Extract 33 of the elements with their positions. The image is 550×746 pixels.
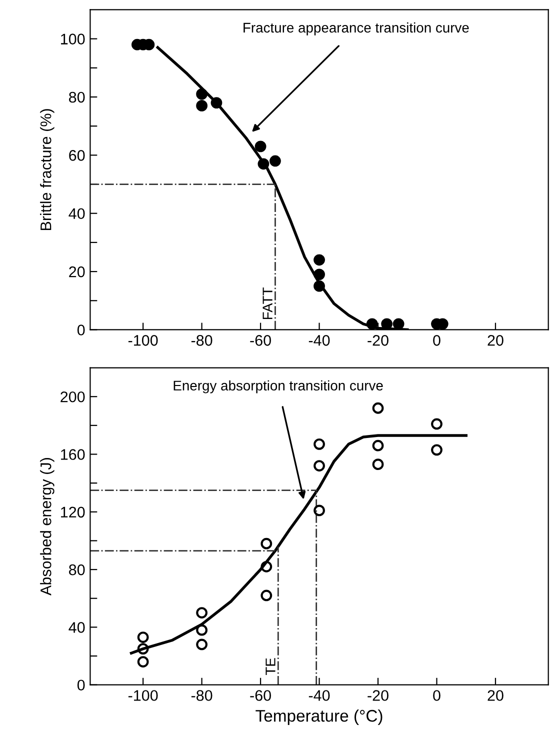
x-tick-label: 0 <box>433 334 440 346</box>
ref-line-label: TE <box>266 658 276 676</box>
y-tick-label: 0 <box>77 680 85 691</box>
ref-line-label: FATT <box>262 288 272 319</box>
y-tick-label: 60 <box>69 150 85 161</box>
x-tick-label: -40 <box>308 334 330 346</box>
y-tick-label: 40 <box>68 622 85 633</box>
y-tick-label: 0 <box>77 324 85 336</box>
x-tick-label: 20 <box>488 334 504 346</box>
y-axis-title: Brittle fracture (%) <box>40 109 54 230</box>
x-tick-label: 20 <box>488 690 504 701</box>
y-tick-label: 160 <box>61 449 85 460</box>
y-tick-label: 40 <box>68 208 85 220</box>
y-tick-label: 200 <box>60 391 85 402</box>
y-axis-title: Absorbed energy (J) <box>40 458 54 596</box>
y-tick-label: 100 <box>61 34 85 44</box>
x-tick-label: -100 <box>128 690 158 701</box>
y-tick-label: 20 <box>69 266 85 278</box>
x-tick-label: -20 <box>368 690 388 701</box>
annotation: Energy absorption transition curve <box>174 380 383 394</box>
x-tick-label: -80 <box>191 690 212 701</box>
y-tick-label: 80 <box>69 92 85 103</box>
x-tick-label: -60 <box>250 334 271 346</box>
y-tick-label: 80 <box>69 564 85 576</box>
annotation: Fracture appearance transition curve <box>244 22 469 36</box>
x-tick-label: -60 <box>250 690 271 701</box>
x-tick-label: -20 <box>368 334 388 346</box>
x-tick-label: -40 <box>308 690 330 701</box>
x-tick-label: 0 <box>433 690 440 701</box>
x-tick-label: -100 <box>128 334 158 346</box>
y-tick-label: 120 <box>61 506 85 518</box>
x-tick-label: -80 <box>191 334 212 346</box>
x-axis-title: Temperature (°C) <box>256 709 382 726</box>
